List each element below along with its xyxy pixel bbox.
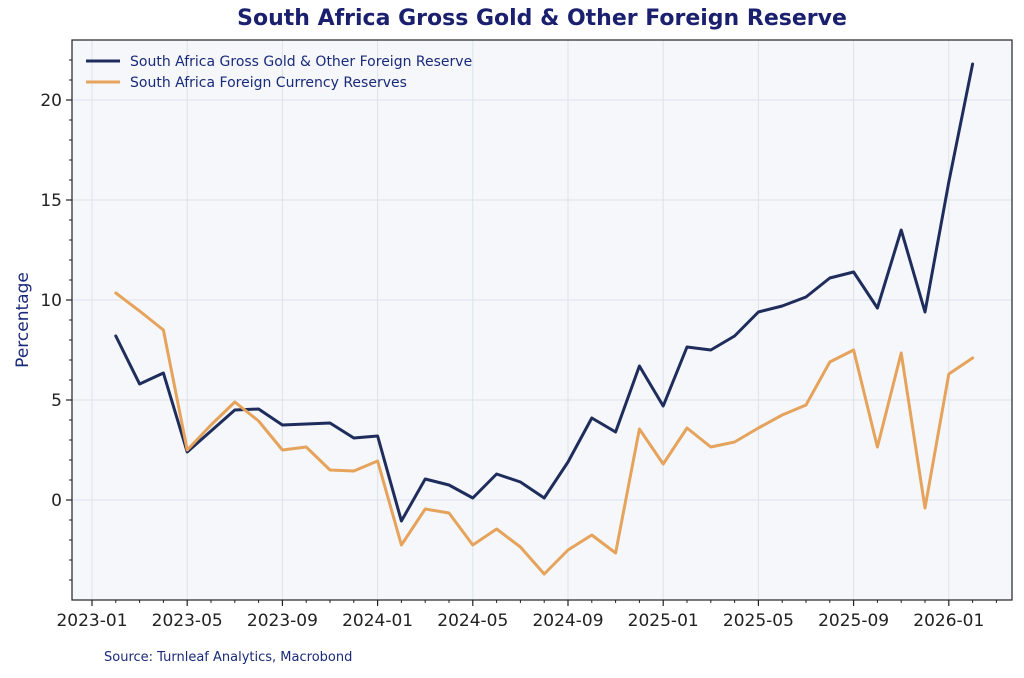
y-tick-label: 5 <box>51 391 62 411</box>
x-tick-label: 2024-09 <box>532 611 603 631</box>
y-tick-label: 15 <box>40 191 62 211</box>
grid-layer <box>72 40 1012 600</box>
legend-label: South Africa Foreign Currency Reserves <box>130 75 407 91</box>
y-tick-label: 10 <box>40 291 62 311</box>
x-tick-label: 2025-05 <box>723 611 794 631</box>
series-line-1 <box>114 62 975 523</box>
series-line-2 <box>114 291 975 576</box>
x-tick-label: 2026-01 <box>913 611 984 631</box>
axis-layer: 0 5 10 15 20 2023-01 2023-05 2023-09 2024-01 2024… <box>40 59 997 631</box>
y-tick-label: 0 <box>51 491 62 511</box>
x-tick-label: 2025-01 <box>628 611 699 631</box>
legend: South Africa Gross Gold & Other Foreign … <box>86 54 472 91</box>
series-layer <box>114 62 975 576</box>
x-tick-label: 2025-09 <box>818 611 889 631</box>
plot-area <box>72 40 1012 600</box>
y-tick-label: 20 <box>40 91 62 111</box>
y-axis-label: Percentage <box>13 272 33 368</box>
x-tick-label: 2024-05 <box>437 611 508 631</box>
x-tick-label: 2023-01 <box>56 611 127 631</box>
chart-title: South Africa Gross Gold & Other Foreign … <box>237 6 847 31</box>
x-tick-label: 2023-09 <box>247 611 318 631</box>
source-note: Source: Turnleaf Analytics, Macrobond <box>104 650 353 665</box>
x-tick-label: 2023-05 <box>152 611 223 631</box>
x-tick-label: 2024-01 <box>342 611 413 631</box>
legend-label: South Africa Gross Gold & Other Foreign … <box>130 54 472 70</box>
